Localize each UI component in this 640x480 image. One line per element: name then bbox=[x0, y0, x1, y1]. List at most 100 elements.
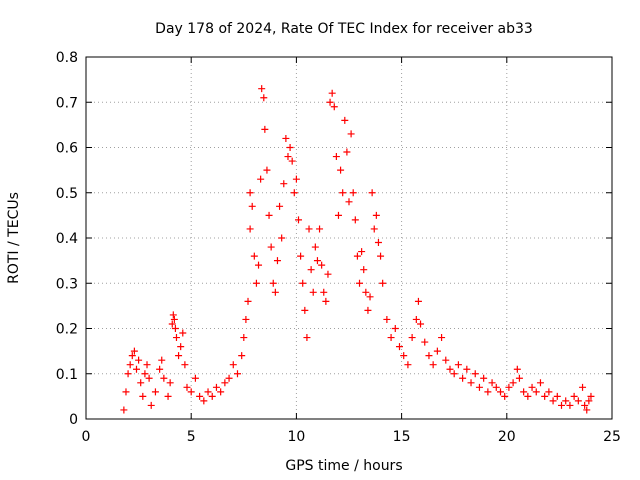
data-point bbox=[391, 325, 399, 332]
data-point bbox=[532, 388, 540, 396]
data-point bbox=[536, 379, 544, 387]
data-point bbox=[170, 315, 178, 323]
y-tick-label: 0 bbox=[69, 412, 78, 428]
data-point bbox=[520, 388, 528, 396]
data-point bbox=[265, 211, 273, 219]
data-point bbox=[143, 361, 151, 369]
data-point bbox=[505, 383, 513, 391]
data-point bbox=[318, 261, 326, 269]
data-point bbox=[278, 234, 286, 242]
data-point bbox=[421, 338, 429, 346]
data-point bbox=[196, 392, 204, 400]
data-point bbox=[246, 225, 254, 233]
data-point bbox=[395, 343, 403, 351]
data-point bbox=[130, 347, 138, 355]
data-point bbox=[492, 383, 500, 391]
data-point bbox=[328, 89, 336, 97]
data-point bbox=[463, 365, 471, 373]
data-point bbox=[311, 243, 319, 251]
data-point bbox=[166, 379, 174, 387]
data-point bbox=[225, 374, 233, 382]
data-point bbox=[442, 356, 450, 364]
data-point bbox=[488, 379, 496, 387]
y-tick-label: 0.4 bbox=[56, 231, 78, 247]
data-point bbox=[339, 189, 347, 197]
data-point bbox=[562, 397, 570, 405]
data-point bbox=[379, 279, 387, 287]
data-point bbox=[181, 361, 189, 369]
data-point bbox=[286, 144, 294, 151]
data-point bbox=[240, 334, 248, 342]
data-point bbox=[475, 383, 483, 391]
data-point bbox=[255, 261, 263, 269]
data-point bbox=[566, 401, 574, 409]
data-point bbox=[295, 216, 303, 224]
data-point bbox=[238, 352, 246, 360]
data-point bbox=[332, 153, 340, 161]
data-point bbox=[585, 397, 593, 405]
data-point bbox=[320, 288, 328, 296]
x-tick-label: 20 bbox=[498, 429, 516, 445]
x-tick-label: 25 bbox=[603, 429, 621, 445]
plot-area bbox=[85, 56, 613, 420]
data-point bbox=[583, 406, 591, 414]
data-point bbox=[147, 401, 155, 409]
data-point bbox=[177, 343, 185, 351]
y-tick-label: 0.2 bbox=[56, 322, 78, 338]
x-tick-label: 10 bbox=[287, 429, 305, 445]
data-point bbox=[145, 374, 153, 382]
data-point bbox=[343, 148, 351, 156]
data-point bbox=[297, 252, 305, 260]
data-point bbox=[541, 392, 549, 400]
data-point bbox=[509, 379, 517, 387]
data-point bbox=[524, 392, 532, 400]
data-point bbox=[269, 279, 277, 287]
data-point bbox=[288, 157, 296, 165]
data-point bbox=[581, 401, 589, 409]
data-point bbox=[250, 252, 258, 260]
data-point bbox=[374, 239, 382, 247]
data-point bbox=[467, 379, 475, 387]
data-point bbox=[454, 361, 462, 369]
data-point bbox=[187, 388, 195, 396]
x-tick-label: 15 bbox=[393, 429, 411, 445]
data-point bbox=[513, 365, 521, 373]
data-point bbox=[480, 374, 488, 382]
data-point bbox=[362, 288, 370, 296]
data-points bbox=[120, 85, 595, 414]
data-point bbox=[356, 279, 364, 287]
data-point bbox=[233, 370, 241, 378]
data-point bbox=[158, 356, 166, 364]
data-point bbox=[545, 388, 553, 396]
data-point bbox=[400, 352, 408, 360]
data-point bbox=[322, 297, 330, 305]
data-point bbox=[316, 225, 324, 233]
data-point bbox=[139, 392, 147, 400]
data-point bbox=[558, 401, 566, 409]
y-tick-label: 0.3 bbox=[56, 276, 78, 292]
data-point bbox=[290, 189, 298, 197]
data-point bbox=[360, 266, 368, 274]
data-point bbox=[471, 370, 479, 378]
data-point bbox=[358, 248, 366, 256]
data-point bbox=[191, 374, 199, 382]
data-point bbox=[446, 365, 454, 373]
data-point bbox=[172, 334, 180, 342]
chart-title: Day 178 of 2024, Rate Of TEC Index for r… bbox=[155, 21, 533, 37]
data-point bbox=[429, 361, 437, 369]
data-point bbox=[271, 288, 279, 296]
data-point bbox=[276, 202, 284, 210]
data-point bbox=[353, 252, 361, 260]
data-point bbox=[280, 180, 288, 188]
x-tick-label: 5 bbox=[187, 429, 196, 445]
data-point bbox=[301, 306, 309, 314]
data-point bbox=[261, 125, 269, 133]
data-point bbox=[303, 334, 311, 342]
data-point bbox=[408, 334, 416, 342]
data-point bbox=[412, 315, 420, 323]
x-axis-label: GPS time / hours bbox=[285, 458, 402, 474]
data-point bbox=[501, 392, 509, 400]
data-point bbox=[496, 388, 504, 396]
data-point bbox=[383, 315, 391, 323]
